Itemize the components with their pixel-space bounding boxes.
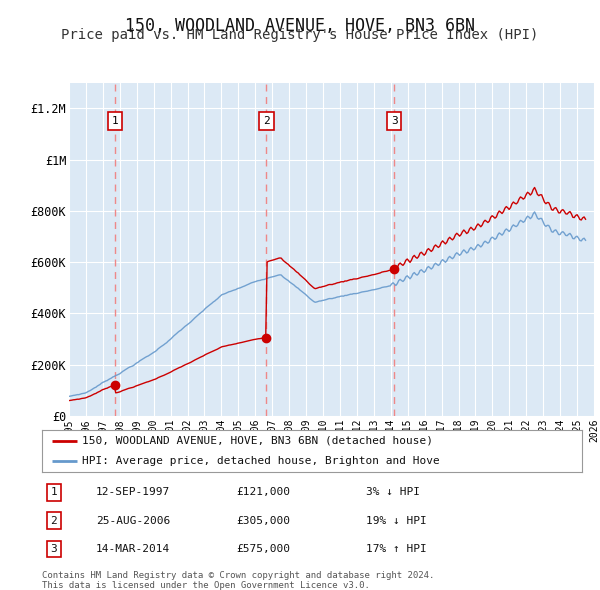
Text: 12-SEP-1997: 12-SEP-1997 [96, 487, 170, 497]
Text: 3: 3 [391, 116, 398, 126]
Text: £121,000: £121,000 [236, 487, 290, 497]
Text: 25-AUG-2006: 25-AUG-2006 [96, 516, 170, 526]
Text: HPI: Average price, detached house, Brighton and Hove: HPI: Average price, detached house, Brig… [83, 457, 440, 466]
Text: 17% ↑ HPI: 17% ↑ HPI [366, 544, 427, 554]
Text: 14-MAR-2014: 14-MAR-2014 [96, 544, 170, 554]
Text: 1: 1 [112, 116, 118, 126]
Text: Contains HM Land Registry data © Crown copyright and database right 2024.: Contains HM Land Registry data © Crown c… [42, 571, 434, 580]
Text: 3% ↓ HPI: 3% ↓ HPI [366, 487, 420, 497]
Text: 19% ↓ HPI: 19% ↓ HPI [366, 516, 427, 526]
Text: Price paid vs. HM Land Registry's House Price Index (HPI): Price paid vs. HM Land Registry's House … [61, 28, 539, 42]
Text: 150, WOODLAND AVENUE, HOVE, BN3 6BN: 150, WOODLAND AVENUE, HOVE, BN3 6BN [125, 17, 475, 35]
Text: £305,000: £305,000 [236, 516, 290, 526]
Text: This data is licensed under the Open Government Licence v3.0.: This data is licensed under the Open Gov… [42, 581, 370, 589]
Text: 3: 3 [50, 544, 57, 554]
Text: 1: 1 [50, 487, 57, 497]
Text: 150, WOODLAND AVENUE, HOVE, BN3 6BN (detached house): 150, WOODLAND AVENUE, HOVE, BN3 6BN (det… [83, 436, 433, 446]
Text: 2: 2 [50, 516, 57, 526]
Text: 2: 2 [263, 116, 269, 126]
Text: £575,000: £575,000 [236, 544, 290, 554]
